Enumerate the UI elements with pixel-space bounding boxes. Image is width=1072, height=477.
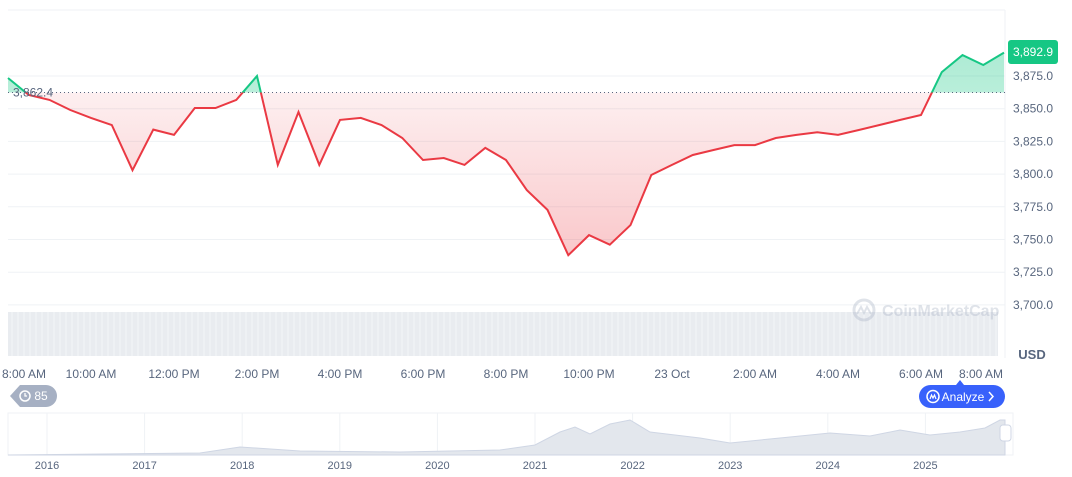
range-navigator[interactable]: 2016 2017 2018 2019 2020 2021 2022 2023 2024 2025: [7, 412, 1014, 472]
x-tick-label: 4:00 AM: [816, 367, 860, 381]
current-price-label: 3,892.9: [1013, 45, 1053, 59]
history-badge[interactable]: 85: [10, 385, 57, 407]
navigator-history-area: [7, 419, 1006, 456]
navigator-year-label: 2018: [230, 460, 254, 472]
volume-bar-gaps: [11, 312, 997, 356]
currency-label: USD: [1018, 347, 1045, 362]
navigator-year-label: 2016: [35, 460, 59, 472]
x-tick-label: 12:00 PM: [148, 367, 199, 381]
y-tick-label: 3,800.0: [1013, 167, 1053, 181]
x-tick-label: 10:00 PM: [563, 367, 614, 381]
x-tick-label: 23 Oct: [654, 367, 690, 381]
navigator-year-label: 2020: [425, 460, 449, 472]
y-tick-label: 3,850.0: [1013, 102, 1053, 116]
x-tick-label: 10:00 AM: [66, 367, 117, 381]
current-price-tag: 3,892.9: [1008, 40, 1058, 64]
y-tick-label: 3,750.0: [1013, 233, 1053, 247]
baseline-label: 3,862.4: [13, 85, 53, 99]
y-tick-label: 3,700.0: [1013, 298, 1053, 312]
chevron-right-icon: [988, 391, 995, 402]
area-above-baseline: [8, 52, 1004, 93]
y-tick-label: 3,875.0: [1013, 69, 1053, 83]
navigator-year-label: 2024: [816, 460, 840, 472]
x-tick-label: 8:00 AM: [959, 367, 1003, 381]
navigator-year-label: 2021: [523, 460, 547, 472]
x-tick-label: 2:00 AM: [733, 367, 777, 381]
navigator-year-label: 2017: [132, 460, 156, 472]
y-tick-label: 3,825.0: [1013, 134, 1053, 148]
volume-bars: [8, 312, 998, 356]
history-count: 85: [34, 389, 48, 403]
analyze-button[interactable]: Analyze: [919, 380, 1005, 408]
analyze-icon: [926, 389, 940, 404]
x-tick-label: 6:00 PM: [401, 367, 446, 381]
watermark-logo: CoinMarketCap: [852, 298, 1000, 322]
navigator-year-label: 2023: [718, 460, 742, 472]
analyze-label: Analyze: [942, 390, 985, 404]
history-icon: [19, 390, 31, 402]
navigator-year-label: 2019: [328, 460, 352, 472]
navigator-year-label: 2025: [913, 460, 937, 472]
y-tick-label: 3,725.0: [1013, 265, 1053, 279]
y-tick-label: 3,775.0: [1013, 200, 1053, 214]
x-tick-label: 8:00 AM: [2, 367, 46, 381]
navigator-year-label: 2022: [620, 460, 644, 472]
area-below-baseline: [8, 92, 1004, 256]
watermark-text: CoinMarketCap: [882, 303, 1000, 320]
x-tick-label: 8:00 PM: [484, 367, 529, 381]
x-tick-label: 4:00 PM: [318, 367, 363, 381]
x-tick-label: 2:00 PM: [235, 367, 280, 381]
price-line-down: [24, 92, 934, 257]
navigator-handle[interactable]: [999, 424, 1012, 442]
x-tick-label: 6:00 AM: [899, 367, 943, 381]
